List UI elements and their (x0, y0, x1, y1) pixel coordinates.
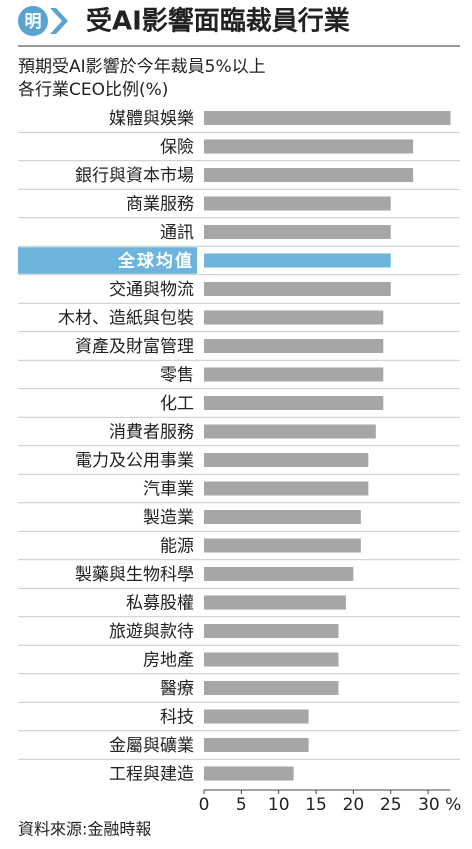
y-tick-label: 房地產 (143, 651, 194, 671)
bar (204, 196, 391, 211)
x-tick-label: 25 (380, 795, 402, 815)
bar (204, 709, 309, 724)
subtitle: 各行業CEO比例(%) (18, 80, 168, 100)
subtitle: 預期受AI影響於今年裁員5%以上 (18, 57, 266, 77)
bar (204, 310, 384, 325)
bar (204, 282, 391, 296)
y-tick-label: 化工 (160, 394, 194, 414)
bar (204, 595, 346, 610)
y-tick-label: 商業服務 (126, 195, 194, 215)
y-tick-label: 通訊 (160, 223, 194, 243)
y-tick-label: 交通與物流 (109, 280, 194, 300)
y-tick-label: 能源 (160, 537, 194, 557)
logo-arrow (50, 8, 68, 34)
bar (204, 424, 376, 439)
bar (204, 624, 339, 638)
y-tick-label: 汽車業 (143, 480, 194, 500)
y-tick-label: 醫療 (160, 679, 194, 699)
bar (204, 253, 391, 268)
y-tick-label: 金屬與礦業 (109, 736, 194, 756)
bar (204, 567, 354, 581)
y-tick-label: 資產及財富管理 (75, 337, 194, 357)
bar (204, 453, 369, 467)
bar (204, 339, 384, 353)
bar (204, 510, 361, 524)
y-tick-label: 私募股權 (126, 594, 194, 614)
y-tick-label: 媒體與娛樂 (109, 109, 194, 129)
bar (204, 766, 294, 781)
y-tick-label: 科技 (160, 708, 194, 728)
y-tick-label: 製藥與生物科學 (75, 565, 194, 585)
y-tick-label: 製造業 (143, 508, 194, 528)
bar (204, 681, 339, 695)
source: 資料來源:金融時報 (18, 820, 151, 839)
bar (204, 139, 414, 154)
y-tick-label: 零售 (160, 366, 194, 386)
y-tick-label: 保險 (160, 138, 194, 158)
bar (204, 396, 384, 410)
y-tick-label: 旅遊與款待 (109, 622, 194, 642)
bar (204, 538, 361, 553)
x-tick-label: 15 (305, 795, 327, 815)
bar (204, 225, 391, 239)
y-tick-label: 工程與建造 (109, 765, 194, 785)
logo-circle (18, 6, 48, 36)
bar (204, 111, 451, 125)
bar (204, 652, 339, 667)
y-tick-label: 木材、造紙與包裝 (58, 309, 194, 329)
y-tick-label: 全球均值 (117, 251, 194, 272)
bar (204, 168, 414, 182)
x-tick-label: 20 (343, 795, 365, 815)
logo-text: 明 (25, 12, 42, 32)
x-tick-label: 0 (199, 795, 210, 815)
x-tick-label: 10 (268, 795, 290, 815)
y-tick-label: 消費者服務 (109, 423, 194, 443)
y-tick-label: 電力及公用事業 (75, 451, 194, 471)
bar (204, 367, 384, 382)
x-tick-label: 30 % (418, 795, 461, 815)
bar (204, 481, 369, 496)
x-tick-label: 5 (236, 795, 247, 815)
chart-title: 受AI影響面臨裁員行業 (86, 6, 350, 37)
y-tick-label: 銀行與資本市場 (75, 166, 194, 186)
highlight-band (18, 247, 197, 274)
bar (204, 738, 309, 752)
